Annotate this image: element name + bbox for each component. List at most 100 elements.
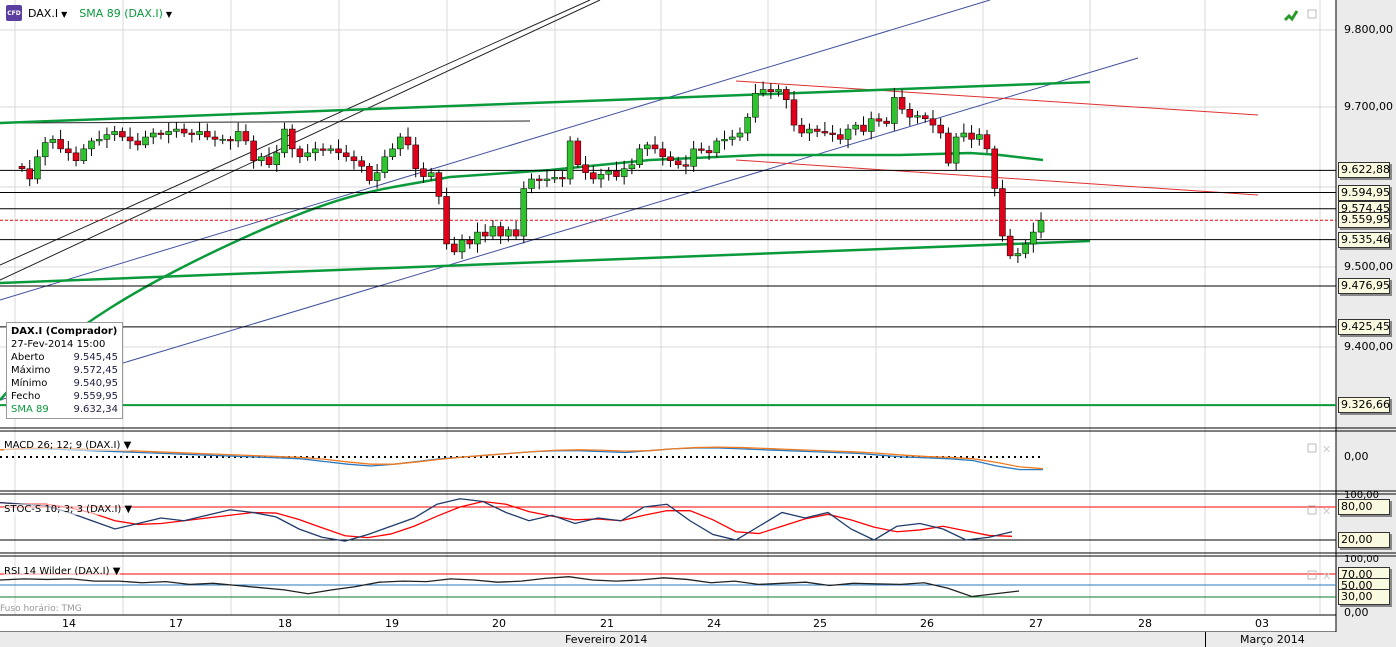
- candle-body: [983, 134, 991, 150]
- candle-body: [404, 136, 412, 146]
- candle-body: [342, 152, 350, 158]
- candle-body: [250, 140, 257, 162]
- candle-body: [929, 118, 937, 126]
- rsi-title: RSI 14 Wilder (DAX.I): [4, 566, 110, 577]
- price-level-tag: 9.425,45: [1338, 318, 1390, 335]
- trend-icon[interactable]: [1283, 10, 1299, 22]
- candle-body: [72, 152, 80, 162]
- candle-body: [728, 136, 736, 140]
- candle-body: [149, 132, 157, 138]
- y-tick-label: 9.500,00: [1344, 260, 1393, 273]
- symbol-label: DAX.I: [28, 6, 59, 20]
- candle-body: [736, 132, 744, 138]
- candle-body: [976, 134, 983, 140]
- candle-body: [813, 128, 821, 132]
- candle-body: [157, 132, 165, 135]
- info-label: Fecho: [11, 391, 41, 402]
- candle-body: [590, 172, 597, 180]
- dropdown-arrow-icon: ▼: [165, 9, 173, 19]
- candle-body: [335, 148, 342, 154]
- candle-body: [806, 128, 813, 134]
- x-date-label: 17: [169, 617, 183, 630]
- info-label: Aberto: [11, 352, 45, 363]
- candle-body: [350, 156, 358, 162]
- candle-body: [535, 178, 543, 181]
- rsi-tag: 30,00: [1338, 589, 1390, 605]
- candle-body: [242, 131, 250, 142]
- candle-body: [512, 229, 520, 237]
- candle-body: [644, 144, 651, 150]
- candle-body: [1014, 253, 1022, 257]
- candle-body: [288, 128, 296, 150]
- candle-body: [319, 148, 327, 151]
- x-date-label: 26: [920, 617, 934, 630]
- cfd-icon: CFD: [6, 5, 22, 21]
- candle-body: [304, 152, 311, 158]
- stoch-levels: [0, 506, 1336, 541]
- stoc-maximize-icon[interactable]: [1307, 505, 1317, 515]
- info-row: SMA 89 9.632,34: [11, 403, 118, 416]
- info-label: SMA 89: [11, 404, 49, 415]
- x-date-label: 03: [1255, 617, 1269, 630]
- candle-body: [783, 89, 790, 100]
- ohlc-info-box: DAX.I (Comprador) 27-Fev-2014 15:00 Aber…: [6, 322, 123, 419]
- candle-body: [443, 196, 450, 245]
- candle-body: [180, 128, 188, 134]
- x-date-label: 18: [278, 617, 292, 630]
- indicator-label: SMA 89 (DAX.I): [79, 6, 163, 20]
- candle-body: [80, 148, 88, 162]
- candle-body: [103, 134, 111, 140]
- info-row: Máximo 9.572,45: [11, 364, 118, 377]
- rsi-close-icon[interactable]: ✕: [1322, 570, 1331, 583]
- candle-body: [1022, 243, 1029, 254]
- month-row: Fevereiro 2014 Março 2014: [0, 632, 1336, 647]
- candle-body: [458, 239, 466, 253]
- price-level-tag: 9.559,95: [1338, 212, 1390, 229]
- rsi-label[interactable]: RSI 14 Wilder (DAX.I) ▼: [4, 566, 121, 577]
- macd-close-icon[interactable]: ✕: [1322, 443, 1331, 456]
- candle-body: [327, 148, 335, 151]
- macd-label[interactable]: MACD 26; 12; 9 (DAX.I) ▼: [4, 440, 132, 451]
- x-date-label: 20: [492, 617, 506, 630]
- maximize-icon[interactable]: [1307, 9, 1317, 19]
- candle-body: [543, 178, 551, 181]
- candle-body: [188, 132, 196, 135]
- candle-body: [698, 148, 705, 151]
- candle-body: [829, 132, 836, 135]
- candle-body: [613, 170, 620, 177]
- macd-signal-line: [0, 446, 1044, 470]
- candle-body: [41, 142, 49, 158]
- candle-body: [528, 178, 535, 189]
- timezone-label: Fuso horário: TMG: [0, 604, 82, 614]
- candle-body: [381, 156, 389, 173]
- stoc-label[interactable]: STOC-S 10; 3; 3 (DAX.I) ▼: [4, 504, 133, 515]
- info-datetime: 27-Fev-2014 15:00: [11, 339, 106, 350]
- candle-body: [759, 89, 767, 94]
- candle-body: [682, 164, 690, 167]
- candle-body: [674, 160, 682, 165]
- candle-body: [582, 164, 589, 173]
- candle-body: [412, 144, 419, 169]
- trend-lines: [0, 0, 1259, 401]
- candle-body: [744, 116, 751, 134]
- stoch-d-line: [0, 500, 1013, 539]
- candle-body: [281, 128, 288, 154]
- candle-body: [65, 148, 72, 154]
- panel-separators: [0, 427, 1396, 633]
- macd-maximize-icon[interactable]: [1307, 443, 1317, 453]
- candle-body: [937, 124, 944, 134]
- candle-body: [906, 109, 914, 118]
- stoc-tag: 20,00: [1338, 532, 1390, 548]
- candle-body: [636, 148, 643, 165]
- symbol-selector[interactable]: DAX.I ▼: [28, 7, 67, 20]
- rsi-maximize-icon[interactable]: [1307, 570, 1317, 580]
- candle-body: [26, 168, 33, 180]
- info-label: Máximo: [11, 365, 51, 376]
- info-row: Aberto 9.545,45: [11, 351, 118, 364]
- stoc-close-icon[interactable]: ✕: [1322, 505, 1331, 518]
- indicator-selector[interactable]: SMA 89 (DAX.I) ▼: [79, 7, 172, 20]
- candle-body: [952, 136, 960, 164]
- chart-header: CFD DAX.I ▼ SMA 89 (DAX.I) ▼: [6, 5, 172, 21]
- candle-body: [126, 136, 134, 142]
